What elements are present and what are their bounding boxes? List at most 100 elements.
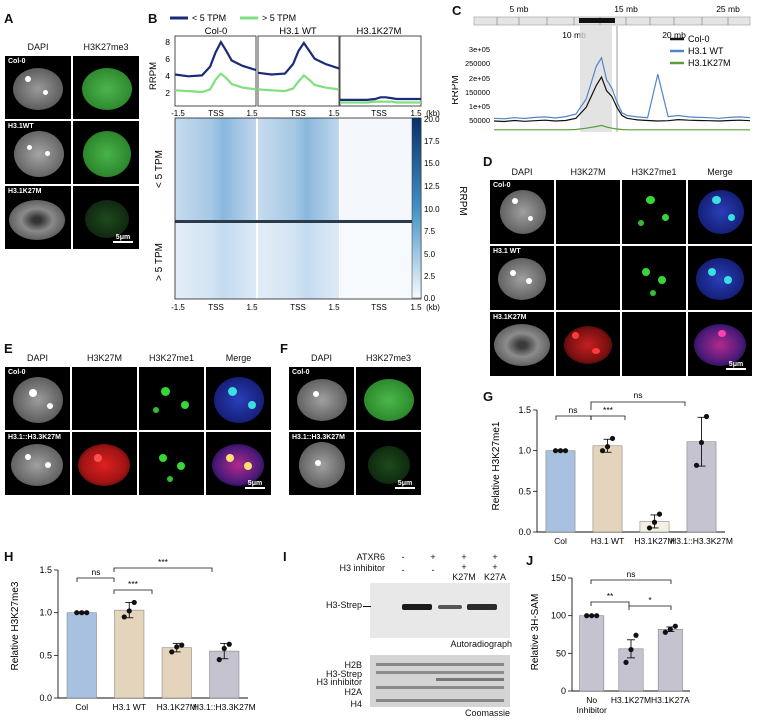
x-category-label: H3.1K27A [651, 695, 690, 705]
y-tick: 150000 [465, 88, 490, 97]
region-highlight [580, 26, 612, 132]
data-point [79, 610, 85, 616]
micrograph-d-h31wt-merge [688, 246, 752, 310]
data-point [226, 641, 232, 647]
y-tick: 8 [165, 37, 170, 47]
y-tick-label: 1.5 [39, 565, 52, 575]
bar [579, 615, 605, 692]
micrograph-a-col0-h3k27me3 [73, 56, 139, 119]
sig-label: *** [158, 557, 169, 567]
x-category-label: H3.1 WT [112, 702, 146, 712]
micrograph-a-col0-dapi: Col-0 [5, 56, 71, 119]
mb-label: 20 mb [662, 30, 686, 40]
coomassie-gel [370, 655, 510, 707]
chart-h-y-label: Relative H3K27me3 [10, 581, 21, 670]
legend-label-col0: Col-0 [688, 34, 710, 44]
profile-series-line [257, 73, 340, 93]
lane-inhibitor: K27M [452, 572, 476, 582]
data-point [604, 444, 611, 450]
gel-band-label: H2B [344, 660, 362, 670]
y-tick-label: 0 [561, 686, 566, 696]
micrograph-label: Col-0 [493, 182, 511, 189]
micrograph-d-col0-h3k27m [556, 180, 620, 244]
bar [592, 445, 623, 533]
x-tick: 1.5 [246, 303, 258, 312]
sig-label: * [648, 595, 652, 605]
panel-e-col-dapi: DAPI [26, 353, 48, 363]
micrograph-label: Col-0 [8, 369, 26, 376]
sig-label: *** [128, 579, 139, 589]
colorbar-tick: 12.5 [424, 182, 440, 191]
data-point [179, 642, 185, 648]
sig-bracket [555, 415, 592, 420]
mb-label: 10 mb [562, 30, 586, 40]
blot-tick [363, 606, 371, 607]
lane-inhibitor: - [431, 565, 435, 575]
panel-d-col-merge: Merge [707, 167, 733, 177]
data-point [703, 413, 710, 420]
data-point [552, 448, 559, 454]
profile-title-h31k27m: H3.1K27M [357, 26, 402, 37]
panel-label-b: B [148, 11, 158, 26]
autoradiograph-label: Autoradiograph [450, 639, 512, 649]
bar [545, 450, 576, 533]
x-category-label: H3.1::H3.3K27M [193, 702, 256, 712]
sig-label: ** [607, 591, 614, 601]
data-point [662, 629, 668, 635]
panel-d-col-h3k27me1: H3K27me1 [631, 167, 677, 177]
x-category-label: No [586, 695, 597, 705]
data-point [594, 613, 600, 619]
gel-band-label: H2A [344, 687, 362, 697]
data-point [633, 632, 639, 638]
panel-label-c: C [452, 3, 462, 18]
mb-label: 25 mb [716, 4, 740, 14]
x-tick: TSS [371, 109, 387, 118]
data-point [628, 646, 634, 653]
profile-series-line [340, 96, 421, 102]
bar [114, 609, 145, 699]
data-point [623, 659, 629, 665]
profile-box-h31k27m [339, 35, 422, 107]
sig-bracket [113, 589, 153, 594]
x-tick: TSS [290, 303, 306, 312]
panel-label-g: G [483, 389, 494, 404]
profile-box-col0 [174, 35, 257, 107]
y-tick-label: 1.5 [518, 405, 531, 415]
colorbar-tick: 7.5 [424, 227, 436, 236]
profile-series-line [174, 39, 257, 78]
micrograph-d-h31k27m-h3k27me1 [622, 312, 686, 376]
lane-inhibitor: - [401, 565, 405, 575]
micrograph-d-col0-merge [688, 180, 752, 244]
sig-bracket [628, 605, 672, 610]
lane-atxr6: + [492, 552, 498, 562]
data-point [651, 519, 658, 525]
gel-band-label: H3 inhibitor [316, 677, 362, 687]
data-point [84, 610, 90, 616]
y-tick-label: 50 [556, 648, 566, 658]
micrograph-e-col0-dapi: Col-0 [5, 367, 70, 430]
data-point [667, 626, 673, 632]
x-tick: -1.5 [171, 303, 185, 312]
x-tick: 1.5 [246, 109, 258, 118]
micrograph-label: H3.1::H3.3K27M [292, 434, 345, 441]
sig-bracket [590, 579, 672, 584]
micrograph-f-col0-h3k27me3 [356, 367, 421, 430]
data-point [221, 645, 227, 652]
blot-band [467, 604, 497, 610]
heatmap-h31wt-high [258, 223, 339, 299]
colorbar-tick: 2.5 [424, 272, 436, 281]
profile-y-label: RRPM [148, 62, 159, 90]
micrograph-e-col0-h3k27me1 [139, 367, 204, 430]
micrograph-e-h33k27m-dapi: H3.1::H3.3K27M [5, 432, 70, 495]
colorbar-label: RRPM [457, 186, 468, 215]
mb-label: 15 mb [614, 4, 638, 14]
micrograph-e-col0-merge [206, 367, 271, 430]
panel-label-i: I [283, 549, 287, 564]
sig-bracket [590, 601, 630, 606]
gel-band-label: H4 [350, 699, 362, 709]
panel-b-figure: < 5 TPM > 5 TPM Col-0 H3.1 WT H3.1K27M R… [148, 13, 440, 312]
scale-bar: 5μm [395, 480, 415, 490]
sig-label: ns [92, 567, 101, 577]
heatmap-h31k27m-high [340, 223, 421, 299]
sig-bracket [76, 577, 115, 582]
